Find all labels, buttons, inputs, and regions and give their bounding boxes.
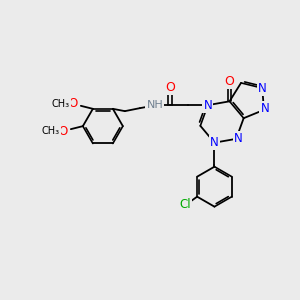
Text: Cl: Cl <box>179 198 191 211</box>
Text: CH₃: CH₃ <box>42 126 60 136</box>
Text: NH: NH <box>146 100 163 110</box>
Text: N: N <box>234 132 242 146</box>
Text: N: N <box>258 82 267 94</box>
Text: O: O <box>68 97 77 110</box>
Text: N: N <box>210 136 219 149</box>
Text: O: O <box>225 75 235 88</box>
Text: N: N <box>260 102 269 116</box>
Text: O: O <box>165 81 175 94</box>
Text: N: N <box>203 99 212 112</box>
Text: O: O <box>58 124 68 138</box>
Text: CH₃: CH₃ <box>52 99 70 109</box>
